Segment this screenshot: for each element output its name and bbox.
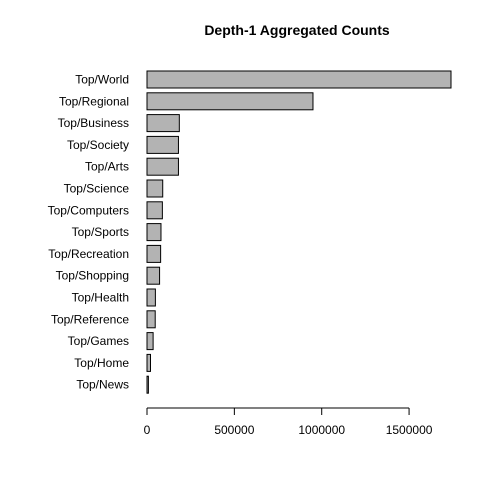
category-label: Top/News	[76, 378, 129, 392]
category-label: Top/Computers	[48, 203, 129, 217]
bar-top-business	[147, 115, 179, 132]
category-label: Top/Regional	[59, 94, 129, 108]
category-label: Top/Games	[68, 334, 129, 348]
bar-top-recreation	[147, 245, 161, 262]
bar-top-health	[147, 289, 155, 306]
bar-top-news	[147, 376, 148, 393]
category-label: Top/Science	[64, 182, 130, 196]
category-label: Top/World	[75, 73, 129, 87]
bar-top-world	[147, 71, 451, 88]
bar-top-computers	[147, 202, 162, 219]
category-label: Top/Home	[74, 356, 129, 370]
bar-top-games	[147, 333, 153, 350]
x-axis: 0 500000 1000000 1500000	[144, 408, 433, 437]
bar-top-reference	[147, 311, 155, 328]
bar-top-regional	[147, 93, 313, 110]
x-tick-label: 0	[144, 423, 151, 437]
bar-top-arts	[147, 158, 178, 175]
category-labels: Top/World Top/Regional Top/Business Top/Soc…	[48, 73, 130, 392]
category-label: Top/Sports	[72, 225, 129, 239]
category-label: Top/Society	[67, 138, 129, 152]
x-tick-label: 1500000	[386, 423, 433, 437]
bar-top-science	[147, 180, 163, 197]
bar-top-shopping	[147, 267, 160, 284]
bar-top-sports	[147, 224, 161, 241]
chart-title: Depth-1 Aggregated Counts	[204, 22, 390, 38]
category-label: Top/Shopping	[56, 269, 129, 283]
bar-top-home	[147, 354, 150, 371]
category-label: Top/Recreation	[48, 247, 129, 261]
category-label: Top/Reference	[51, 312, 129, 326]
category-label: Top/Health	[72, 291, 129, 305]
x-tick-label: 1000000	[298, 423, 345, 437]
x-tick-label: 500000	[214, 423, 254, 437]
bars-layer	[147, 71, 451, 393]
category-label: Top/Business	[58, 116, 129, 130]
bar-top-society	[147, 136, 178, 153]
category-label: Top/Arts	[85, 160, 129, 174]
